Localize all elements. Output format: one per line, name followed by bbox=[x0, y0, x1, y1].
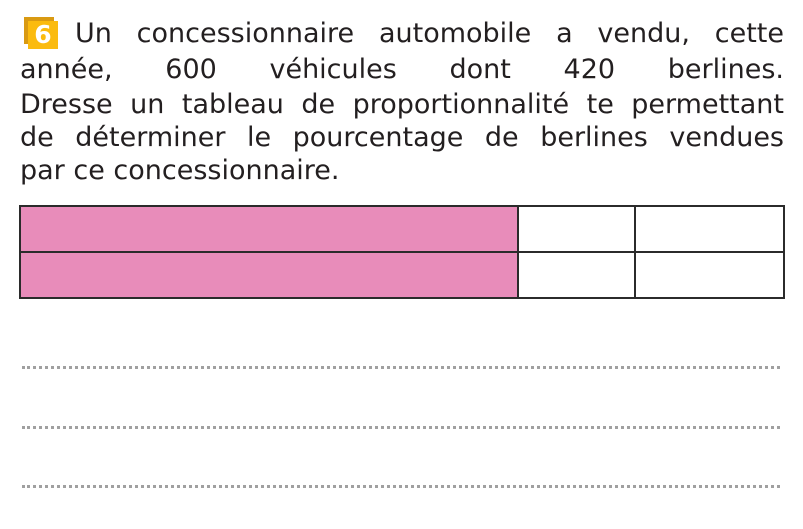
exercise-number: 6 bbox=[28, 21, 58, 49]
row-header-cell[interactable] bbox=[19, 205, 519, 253]
statement-line: de déterminer le pourcentage de berlines… bbox=[20, 122, 784, 153]
proportionality-table bbox=[19, 205, 785, 299]
answer-line[interactable] bbox=[22, 426, 780, 429]
statement-line: par ce concessionnaire. bbox=[20, 155, 340, 186]
table-row bbox=[19, 205, 785, 253]
answer-line[interactable] bbox=[22, 485, 780, 488]
table-cell[interactable] bbox=[517, 205, 636, 253]
statement-line: Dresse un tableau de proportionnalité te… bbox=[20, 89, 784, 120]
table-cell[interactable] bbox=[634, 205, 785, 253]
table-cell[interactable] bbox=[517, 251, 636, 299]
table-row bbox=[19, 251, 785, 299]
row-header-cell[interactable] bbox=[19, 251, 519, 299]
exercise-number-badge: 6 bbox=[24, 17, 58, 49]
statement-line: année, 600 véhicules dont 420 berlines. bbox=[20, 54, 784, 85]
statement-line: Un concessionnaire automobile a vendu, c… bbox=[75, 18, 784, 49]
answer-line[interactable] bbox=[22, 366, 780, 369]
table-cell[interactable] bbox=[634, 251, 785, 299]
